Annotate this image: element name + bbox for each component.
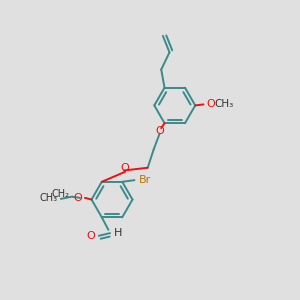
Text: CH₃: CH₃: [214, 99, 234, 110]
Text: O: O: [155, 126, 164, 136]
Text: H: H: [114, 228, 123, 238]
Text: O: O: [86, 231, 95, 241]
Text: O: O: [120, 163, 129, 173]
Text: Br: Br: [139, 175, 151, 185]
Text: CH₃: CH₃: [40, 193, 58, 203]
Text: O: O: [206, 99, 215, 110]
Text: O: O: [74, 193, 82, 203]
Text: CH₂: CH₂: [51, 189, 69, 199]
